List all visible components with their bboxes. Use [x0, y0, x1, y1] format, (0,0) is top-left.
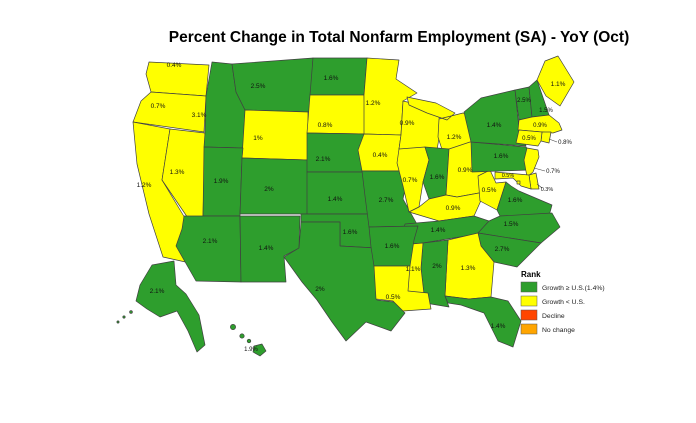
state-label-AK: 2.1%	[150, 288, 165, 295]
state-label-RI: 0.8%	[558, 140, 572, 146]
state-label-IL: 0.7%	[403, 177, 418, 184]
state-labels-layer: 0.4% 0.7% 1.2% 1.3% 3.1% 2.5% 1% 1.9% 2%…	[137, 62, 573, 353]
state-label-GA: 1.3%	[461, 265, 476, 272]
leader-line-DE	[536, 183, 543, 189]
state-RI	[540, 131, 552, 144]
legend-title: Rank	[521, 270, 541, 279]
state-label-WA: 0.4%	[167, 62, 182, 69]
leader-line-NJ	[533, 167, 546, 172]
state-label-VA: 1.6%	[508, 197, 523, 204]
state-HI-island	[239, 333, 245, 339]
state-HI-island	[230, 324, 236, 330]
state-label-MN: 1.2%	[366, 100, 381, 107]
state-label-UT: 1.9%	[214, 178, 229, 185]
state-OR	[132, 91, 207, 133]
state-label-MO: 2.7%	[379, 197, 394, 204]
state-label-HI: 1.9%	[244, 347, 258, 353]
state-label-MD: 0.5%	[502, 173, 515, 179]
state-label-MA: 0.9%	[533, 123, 547, 129]
state-label-FL: 1.4%	[491, 323, 506, 330]
state-label-OR: 0.7%	[151, 103, 166, 110]
state-label-NV: 1.3%	[170, 169, 185, 176]
state-label-KY: 0.9%	[446, 205, 461, 212]
state-label-ND: 1.6%	[324, 75, 339, 82]
legend-swatch-growth-below	[520, 295, 538, 307]
state-label-SD: 0.8%	[318, 122, 333, 129]
legend-swatch-decline	[520, 309, 538, 321]
legend-label-growth-above: Growth ≥ U.S.(1.4%)	[542, 285, 605, 292]
state-ME	[536, 55, 575, 107]
legend-swatch-no-change	[520, 323, 538, 335]
legend: Rank Growth ≥ U.S.(1.4%) Growth < U.S. D…	[520, 270, 605, 335]
state-label-OH: 0.9%	[458, 167, 473, 174]
state-label-OK: 1.6%	[343, 229, 358, 236]
state-label-NC: 1.5%	[504, 221, 519, 228]
state-label-WI: 0.9%	[400, 120, 415, 127]
legend-swatch-growth-above	[520, 281, 538, 293]
state-label-ME: 1.1%	[551, 81, 566, 88]
state-SD	[306, 94, 367, 135]
legend-label-decline: Decline	[542, 313, 565, 320]
state-NJ	[523, 147, 540, 178]
state-label-WY: 1%	[253, 135, 263, 142]
state-WY	[241, 109, 309, 161]
state-ND	[309, 57, 368, 96]
state-label-CT: 0.5%	[522, 136, 536, 142]
chart-title: Percent Change in Total Nonfarm Employme…	[169, 29, 629, 46]
state-MD	[494, 171, 532, 190]
state-AK	[135, 260, 206, 353]
state-label-DE: 0.3%	[541, 187, 554, 193]
state-label-NH: 1.5%	[539, 108, 553, 114]
state-label-TX: 2%	[315, 286, 325, 293]
state-MT	[231, 57, 314, 113]
leader-line-RI	[548, 138, 558, 143]
state-HI-island	[246, 338, 252, 344]
state-label-NE: 2.1%	[316, 156, 331, 163]
state-label-PA: 1.6%	[494, 153, 509, 160]
state-DC	[516, 180, 521, 185]
state-label-AL: 2%	[432, 263, 442, 270]
state-CT	[515, 129, 543, 147]
state-label-VT: 2.5%	[517, 98, 531, 104]
states-layer	[116, 55, 575, 357]
state-label-IA: 0.4%	[373, 152, 388, 159]
state-LA	[373, 265, 432, 312]
legend-label-growth-below: Growth < U.S.	[542, 299, 585, 306]
state-FL	[444, 295, 522, 348]
state-NM	[239, 215, 301, 283]
state-CO	[239, 157, 309, 215]
state-label-NM: 1.4%	[259, 245, 274, 252]
state-AK-aleutian-island	[122, 315, 126, 319]
state-label-MT: 2.5%	[251, 83, 266, 90]
state-label-NJ: 0.7%	[546, 169, 560, 175]
state-label-AR: 1.6%	[385, 243, 400, 250]
state-label-CO: 2%	[264, 186, 274, 193]
legend-label-no-change: No change	[542, 327, 575, 334]
state-label-SC: 2.7%	[495, 246, 510, 253]
state-AK-aleutian-island	[129, 310, 133, 314]
state-label-IN: 1.6%	[430, 174, 445, 181]
state-AK-aleutian-island	[116, 320, 120, 324]
state-label-AZ: 2.1%	[203, 238, 218, 245]
state-label-WV: 0.5%	[482, 187, 497, 194]
state-label-ID: 3.1%	[192, 112, 207, 119]
state-label-TN: 1.4%	[431, 227, 446, 234]
state-label-CA: 1.2%	[137, 182, 152, 189]
state-label-NY: 1.4%	[487, 122, 502, 129]
state-HI-island	[252, 343, 267, 357]
leader-lines-layer	[533, 138, 558, 189]
state-label-KS: 1.4%	[328, 196, 343, 203]
state-AZ	[175, 215, 242, 283]
state-label-MS: 1.1%	[406, 266, 421, 273]
state-label-MI: 1.2%	[447, 134, 462, 141]
state-label-LA: 0.5%	[386, 294, 401, 301]
